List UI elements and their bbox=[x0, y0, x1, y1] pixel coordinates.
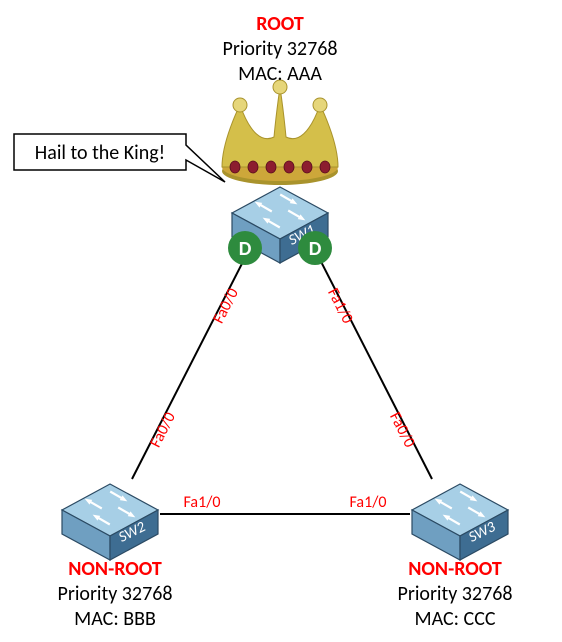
port-label: Fa1/0 bbox=[184, 493, 221, 512]
mac-label-sw2: MAC: BBB bbox=[74, 607, 156, 631]
designated-port-letter: D bbox=[309, 237, 322, 261]
role-label-sw2: NON-ROOT bbox=[68, 557, 162, 581]
port-label: Fa1/0 bbox=[350, 493, 387, 512]
priority-label-sw3: Priority 32768 bbox=[398, 582, 513, 606]
mac-label-sw1: MAC: AAA bbox=[238, 62, 322, 86]
role-label-sw1: ROOT bbox=[256, 12, 304, 36]
callout-text: Hail to the King! bbox=[35, 141, 165, 165]
priority-label-sw1: Priority 32768 bbox=[223, 37, 338, 61]
role-label-sw3: NON-ROOT bbox=[408, 557, 502, 581]
mac-label-sw3: MAC: CCC bbox=[414, 607, 495, 631]
priority-label-sw2: Priority 32768 bbox=[58, 582, 173, 606]
designated-port-letter: D bbox=[239, 237, 252, 261]
